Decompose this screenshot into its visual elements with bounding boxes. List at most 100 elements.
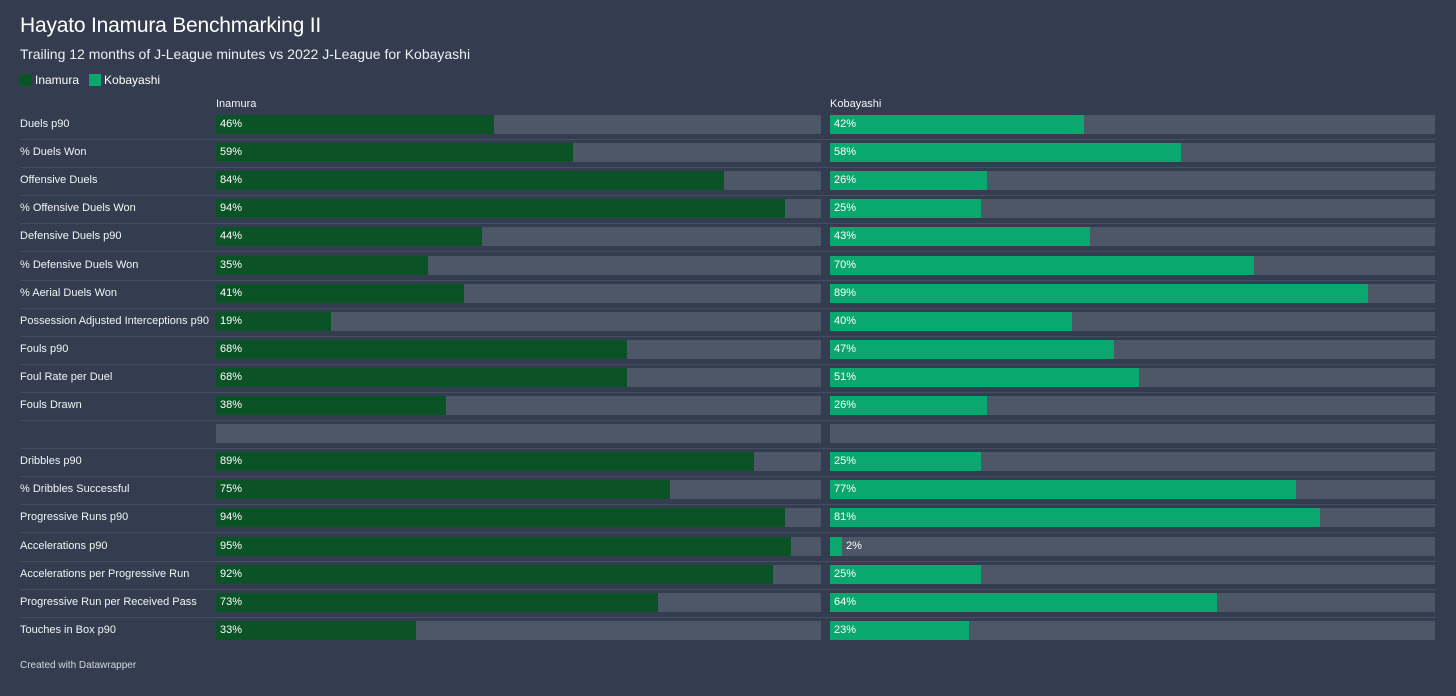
column-header-kobayashi: Kobayashi bbox=[830, 98, 882, 110]
inamura-value-label: 73% bbox=[220, 595, 243, 608]
metric-label: Progressive Runs p90 bbox=[20, 511, 129, 524]
kobayashi-bar bbox=[830, 143, 1181, 163]
inamura-bar-track: 68% bbox=[216, 339, 821, 359]
table-row bbox=[20, 420, 1436, 450]
kobayashi-value-label: 81% bbox=[834, 511, 857, 524]
inamura-value-label: 68% bbox=[220, 342, 243, 355]
inamura-value-label: 46% bbox=[220, 118, 243, 130]
inamura-bar bbox=[216, 171, 724, 191]
kobayashi-bar-track: 81% bbox=[830, 508, 1435, 528]
kobayashi-bar-track: 51% bbox=[830, 367, 1435, 387]
table-row: Fouls p90 68% 47% bbox=[20, 336, 1436, 365]
table-row: % Duels Won 59% 58% bbox=[20, 139, 1436, 169]
legend-swatch-inamura bbox=[20, 74, 32, 86]
inamura-bar-track: 33% bbox=[216, 620, 821, 640]
metric-label: Defensive Duels p90 bbox=[20, 230, 122, 243]
kobayashi-value-label: 26% bbox=[834, 399, 857, 411]
inamura-bar-track: 19% bbox=[216, 311, 821, 331]
inamura-value-label: 68% bbox=[220, 370, 243, 383]
inamura-bar-track bbox=[216, 424, 821, 444]
metric-label: Touches in Box p90 bbox=[20, 623, 117, 636]
inamura-bar-track: 44% bbox=[216, 227, 821, 247]
inamura-bar bbox=[216, 564, 773, 584]
kobayashi-bar-track: 42% bbox=[830, 115, 1435, 134]
kobayashi-value-label: 58% bbox=[834, 146, 857, 159]
inamura-bar bbox=[216, 620, 416, 640]
kobayashi-value-label: 25% bbox=[834, 455, 857, 468]
inamura-bar bbox=[216, 480, 670, 500]
inamura-value-label: 19% bbox=[220, 314, 243, 327]
kobayashi-value-label: 25% bbox=[834, 567, 857, 580]
legend-label-kobayashi: Kobayashi bbox=[104, 73, 161, 87]
metric-label: Duels p90 bbox=[20, 118, 70, 130]
inamura-bar bbox=[216, 339, 627, 359]
inamura-bar bbox=[216, 592, 658, 612]
inamura-bar-track: 41% bbox=[216, 283, 821, 303]
chart-title: Hayato Inamura Benchmarking II bbox=[20, 14, 321, 37]
kobayashi-bar-track: 58% bbox=[830, 143, 1435, 163]
legend-item-inamura: Inamura bbox=[20, 73, 79, 87]
kobayashi-bar-track: 25% bbox=[830, 564, 1435, 584]
metric-label: Accelerations per Progressive Run bbox=[20, 567, 190, 580]
kobayashi-bar-track bbox=[830, 424, 1435, 444]
kobayashi-bar bbox=[830, 480, 1296, 500]
table-row: Duels p90 46% 42% bbox=[20, 111, 1436, 140]
table-row: Accelerations p90 95% 2% bbox=[20, 533, 1436, 562]
kobayashi-value-label: 51% bbox=[834, 370, 857, 383]
inamura-bar bbox=[216, 227, 482, 247]
kobayashi-value-label: 2% bbox=[846, 539, 862, 552]
kobayashi-bar bbox=[830, 311, 1072, 331]
kobayashi-bar-track: 47% bbox=[830, 339, 1435, 359]
table-row: Defensive Duels p90 44% 43% bbox=[20, 223, 1436, 253]
inamura-bar bbox=[216, 452, 754, 472]
kobayashi-value-label: 64% bbox=[834, 595, 857, 608]
table-row: Offensive Duels 84% 26% bbox=[20, 167, 1436, 197]
table-row: Possession Adjusted Interceptions p90 19%… bbox=[20, 308, 1436, 337]
inamura-value-label: 95% bbox=[220, 539, 243, 552]
inamura-bar-track: 92% bbox=[216, 564, 821, 584]
kobayashi-bar-track: 64% bbox=[830, 592, 1435, 612]
metric-label: % Offensive Duels Won bbox=[20, 202, 136, 215]
inamura-bar bbox=[216, 311, 331, 331]
inamura-value-label: 75% bbox=[220, 483, 243, 496]
metric-label: Dribbles p90 bbox=[20, 455, 82, 468]
kobayashi-bar bbox=[830, 283, 1368, 303]
kobayashi-bar bbox=[830, 227, 1090, 247]
kobayashi-bar bbox=[830, 115, 1084, 134]
metric-label: % Duels Won bbox=[20, 146, 87, 159]
inamura-bar-track: 59% bbox=[216, 143, 821, 163]
table-row: % Aerial Duels Won 41% 89% bbox=[20, 280, 1436, 309]
inamura-bar bbox=[216, 255, 428, 275]
legend-swatch-kobayashi bbox=[89, 74, 102, 86]
kobayashi-bar bbox=[830, 592, 1217, 612]
table-row: Fouls Drawn 38% 26% bbox=[20, 392, 1436, 421]
kobayashi-bar-track: 89% bbox=[830, 283, 1435, 303]
inamura-value-label: 84% bbox=[220, 174, 243, 187]
chart-subtitle: Trailing 12 months of J-League minutes v… bbox=[20, 46, 471, 62]
inamura-value-label: 33% bbox=[220, 623, 243, 636]
inamura-bar bbox=[216, 115, 494, 134]
inamura-bar bbox=[216, 396, 446, 415]
kobayashi-bar bbox=[830, 536, 842, 556]
kobayashi-bar-track: 2% bbox=[830, 536, 1435, 556]
metric-label: Possession Adjusted Interceptions p90 bbox=[20, 314, 209, 327]
table-row: % Defensive Duels Won 35% 70% bbox=[20, 252, 1436, 281]
kobayashi-bar-track: 70% bbox=[830, 255, 1435, 275]
kobayashi-bar-track: 23% bbox=[830, 620, 1435, 640]
inamura-value-label: 35% bbox=[220, 258, 243, 271]
kobayashi-bar bbox=[830, 255, 1254, 275]
inamura-value-label: 89% bbox=[220, 455, 243, 468]
inamura-bar-track: 73% bbox=[216, 592, 821, 612]
kobayashi-bar bbox=[830, 508, 1320, 528]
metric-label: % Aerial Duels Won bbox=[20, 286, 118, 299]
inamura-bar bbox=[216, 508, 785, 528]
inamura-bar bbox=[216, 367, 627, 387]
kobayashi-value-label: 26% bbox=[834, 174, 857, 187]
inamura-value-label: 94% bbox=[220, 202, 243, 215]
inamura-bar-track: 75% bbox=[216, 480, 821, 500]
inamura-value-label: 38% bbox=[220, 399, 243, 411]
metric-label: Fouls p90 bbox=[20, 342, 69, 355]
kobayashi-value-label: 25% bbox=[834, 202, 857, 215]
credit-footer: Created with Datawrapper bbox=[20, 660, 137, 671]
inamura-bar bbox=[216, 283, 464, 303]
